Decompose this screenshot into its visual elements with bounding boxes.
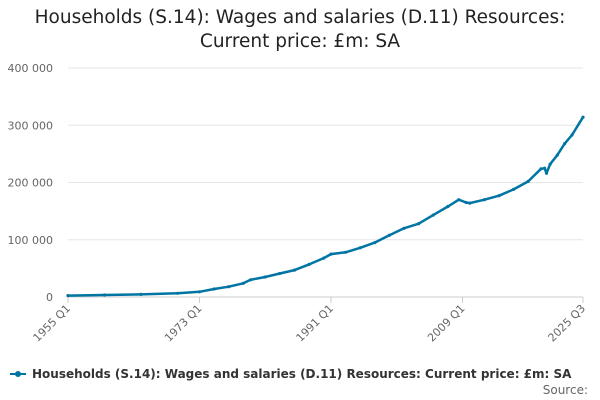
- data-point: [139, 292, 143, 296]
- chart-title-line2: Current price: £m: SA: [199, 31, 401, 52]
- data-point: [387, 233, 391, 237]
- data-point: [563, 142, 567, 146]
- data-point: [446, 204, 450, 209]
- x-tick-label: 1991 Q1: [294, 302, 337, 345]
- data-point: [402, 226, 406, 230]
- data-point: [197, 290, 202, 294]
- data-point: [511, 187, 516, 191]
- data-point: [555, 153, 560, 157]
- data-point: [278, 271, 282, 276]
- data-point: [249, 278, 253, 282]
- data-point: [227, 285, 231, 289]
- chart-legend[interactable]: Households (S.14): Wages and salaries (D…: [10, 367, 571, 381]
- data-point: [544, 171, 549, 175]
- y-tick-label: 100 000: [8, 234, 54, 247]
- chart-title-line1: Households (S.14): Wages and salaries (D…: [34, 7, 566, 28]
- data-point: [307, 262, 311, 266]
- data-point: [102, 293, 107, 297]
- legend-series-label: Households (S.14): Wages and salaries (D…: [32, 367, 572, 381]
- data-point: [358, 246, 362, 250]
- x-tick-label: 2025 Q3: [546, 302, 589, 345]
- y-tick-label: 300 000: [8, 119, 54, 132]
- data-point: [482, 198, 486, 202]
- data-point: [212, 287, 216, 291]
- data-point: [468, 201, 472, 205]
- x-tick-label: 2009 Q1: [425, 302, 468, 345]
- data-point: [344, 250, 348, 254]
- data-point: [539, 167, 543, 171]
- y-tick-label: 200 000: [8, 177, 54, 190]
- data-point: [431, 213, 435, 217]
- series-line: [66, 115, 585, 297]
- x-tick-label: 1973 Q1: [162, 302, 205, 345]
- data-point: [581, 115, 585, 119]
- data-point: [526, 179, 530, 183]
- source-label: Source:: [542, 383, 588, 397]
- chart-title: Households (S.14): Wages and salaries (D…: [0, 6, 600, 54]
- data-point: [497, 194, 501, 198]
- data-point: [66, 294, 70, 298]
- y-tick-label: 0: [46, 291, 53, 304]
- legend-series-marker: [10, 371, 26, 377]
- x-tick-label: 1955 Q1: [31, 302, 74, 345]
- data-point: [322, 256, 326, 260]
- data-point: [548, 162, 552, 166]
- data-point: [457, 198, 461, 202]
- data-point: [292, 268, 297, 272]
- data-point: [570, 133, 574, 137]
- data-point: [417, 222, 421, 226]
- data-point: [373, 241, 377, 245]
- y-tick-label: 400 000: [8, 62, 54, 75]
- data-point: [176, 291, 180, 295]
- data-point: [263, 275, 267, 279]
- data-point: [464, 200, 468, 205]
- data-point: [543, 166, 547, 170]
- data-point: [329, 252, 333, 256]
- data-point: [241, 281, 245, 285]
